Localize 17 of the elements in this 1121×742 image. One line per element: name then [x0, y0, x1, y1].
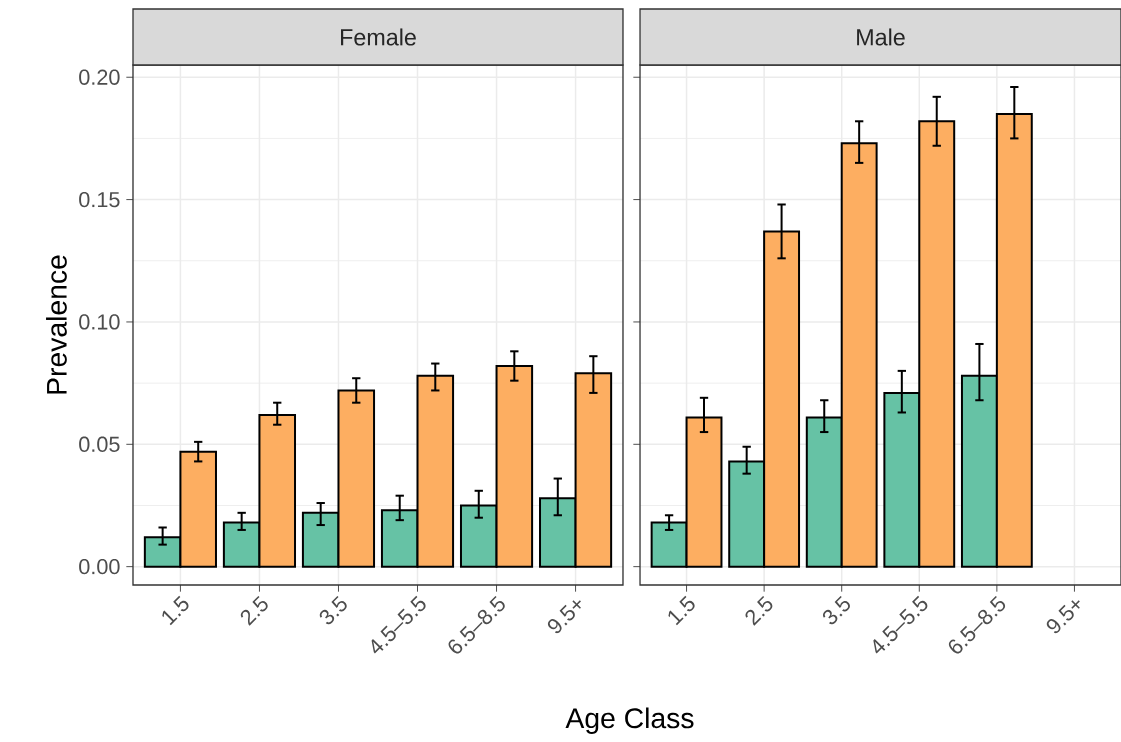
chart-title: Male [857, 28, 905, 46]
y-tick-label: 0.10 [79, 314, 120, 330]
y-tick-label: 0.20 [79, 69, 120, 85]
x-tick-label: 9.5+ [547, 600, 581, 634]
x-tick-label: 1.5 [162, 595, 189, 626]
x-tick-label: 1.5 [668, 595, 695, 626]
x-tick-label: 3.5 [822, 595, 850, 625]
y-axis-title: Prevalence [46, 255, 67, 394]
y-tick-label: 0.15 [79, 191, 120, 208]
x-axis-title: Age Class [565, 707, 694, 734]
x-tick-label: 2.5 [240, 595, 268, 626]
chart-title: Female [341, 28, 416, 46]
x-tick-label: 9.5+ [1046, 600, 1080, 634]
y-tick-label: 0.00 [79, 558, 120, 575]
y-tick-label: 0.05 [79, 436, 120, 452]
x-tick-label: 2.5 [745, 595, 773, 626]
x-tick-label: 3.5 [319, 595, 347, 625]
